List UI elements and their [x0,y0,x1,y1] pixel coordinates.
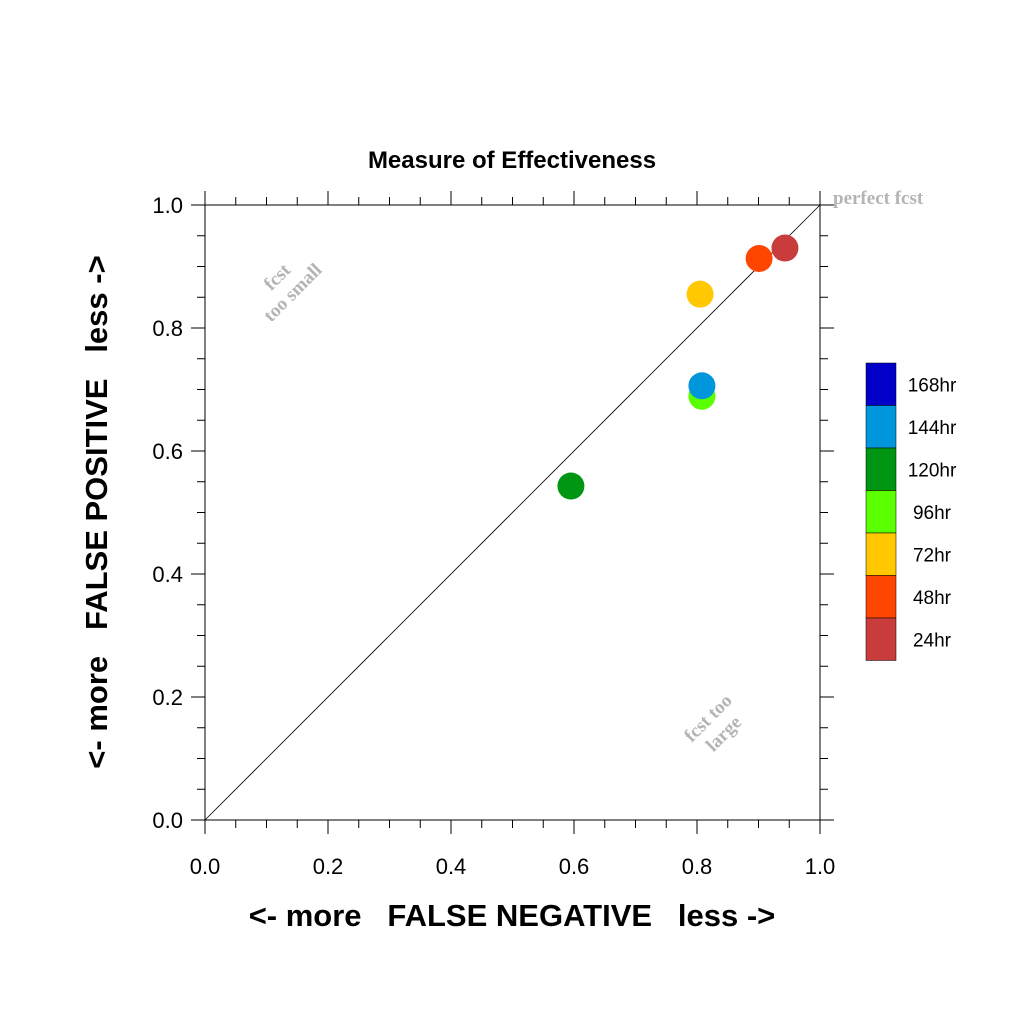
point-48hr [745,245,773,273]
x-axis-label: <- more FALSE NEGATIVE less -> [249,898,776,933]
y-axis-label: <- more FALSE POSITIVE less -> [79,255,114,768]
legend-label-120hr: 120hr [908,460,957,481]
point-120hr [557,472,585,500]
legend-swatch-96hr [865,490,897,534]
chart-title: Measure of Effectiveness [368,147,656,174]
legend-swatch-72hr [865,532,897,576]
point-72hr [686,280,714,308]
axis-ticks [191,191,834,834]
point-144hr [688,372,716,400]
annotation-fcst-too-small: fcst too small [260,259,327,326]
y-tick-label: 0.6 [152,439,183,464]
annotation-perfect-fcst: perfect fcst [833,188,924,209]
x-tick-label: 0.0 [190,854,221,879]
perfect-forecast-diagonal [204,204,821,821]
y-tick-label: 0.8 [152,316,183,341]
legend-swatch-144hr [865,405,897,449]
tick-labels: 0.0 0.2 0.4 0.6 0.8 1.0 0.0 0.2 0.4 0.6 0.8 1.0 [152,193,835,879]
x-tick-label: 0.6 [559,854,590,879]
legend-label-168hr: 168hr [908,375,957,396]
x-tick-label: 0.2 [313,854,344,879]
legend-label-72hr: 72hr [913,545,952,566]
y-tick-label: 1.0 [152,193,183,218]
legend-swatch-48hr [865,575,897,619]
y-tick-label: 0.0 [152,808,183,833]
data-points [557,234,799,500]
x-tick-label: 1.0 [805,854,836,879]
point-24hr [771,234,799,262]
x-tick-label: 0.8 [682,854,713,879]
legend-swatch-24hr [865,617,897,661]
legend-label-24hr: 24hr [913,630,952,651]
y-tick-label: 0.2 [152,685,183,710]
legend-label-48hr: 48hr [913,588,952,609]
legend-swatch-168hr [865,362,897,406]
legend-label-96hr: 96hr [913,503,952,524]
legend-label-144hr: 144hr [908,418,957,439]
annotation-fcst-too-large: fcst too large [680,690,746,756]
x-tick-label: 0.4 [436,854,467,879]
y-tick-label: 0.4 [152,562,183,587]
legend-swatch-120hr [865,447,897,491]
legend: 168hr 144hr 120hr 96hr 72hr 48hr 24hr [865,362,957,661]
